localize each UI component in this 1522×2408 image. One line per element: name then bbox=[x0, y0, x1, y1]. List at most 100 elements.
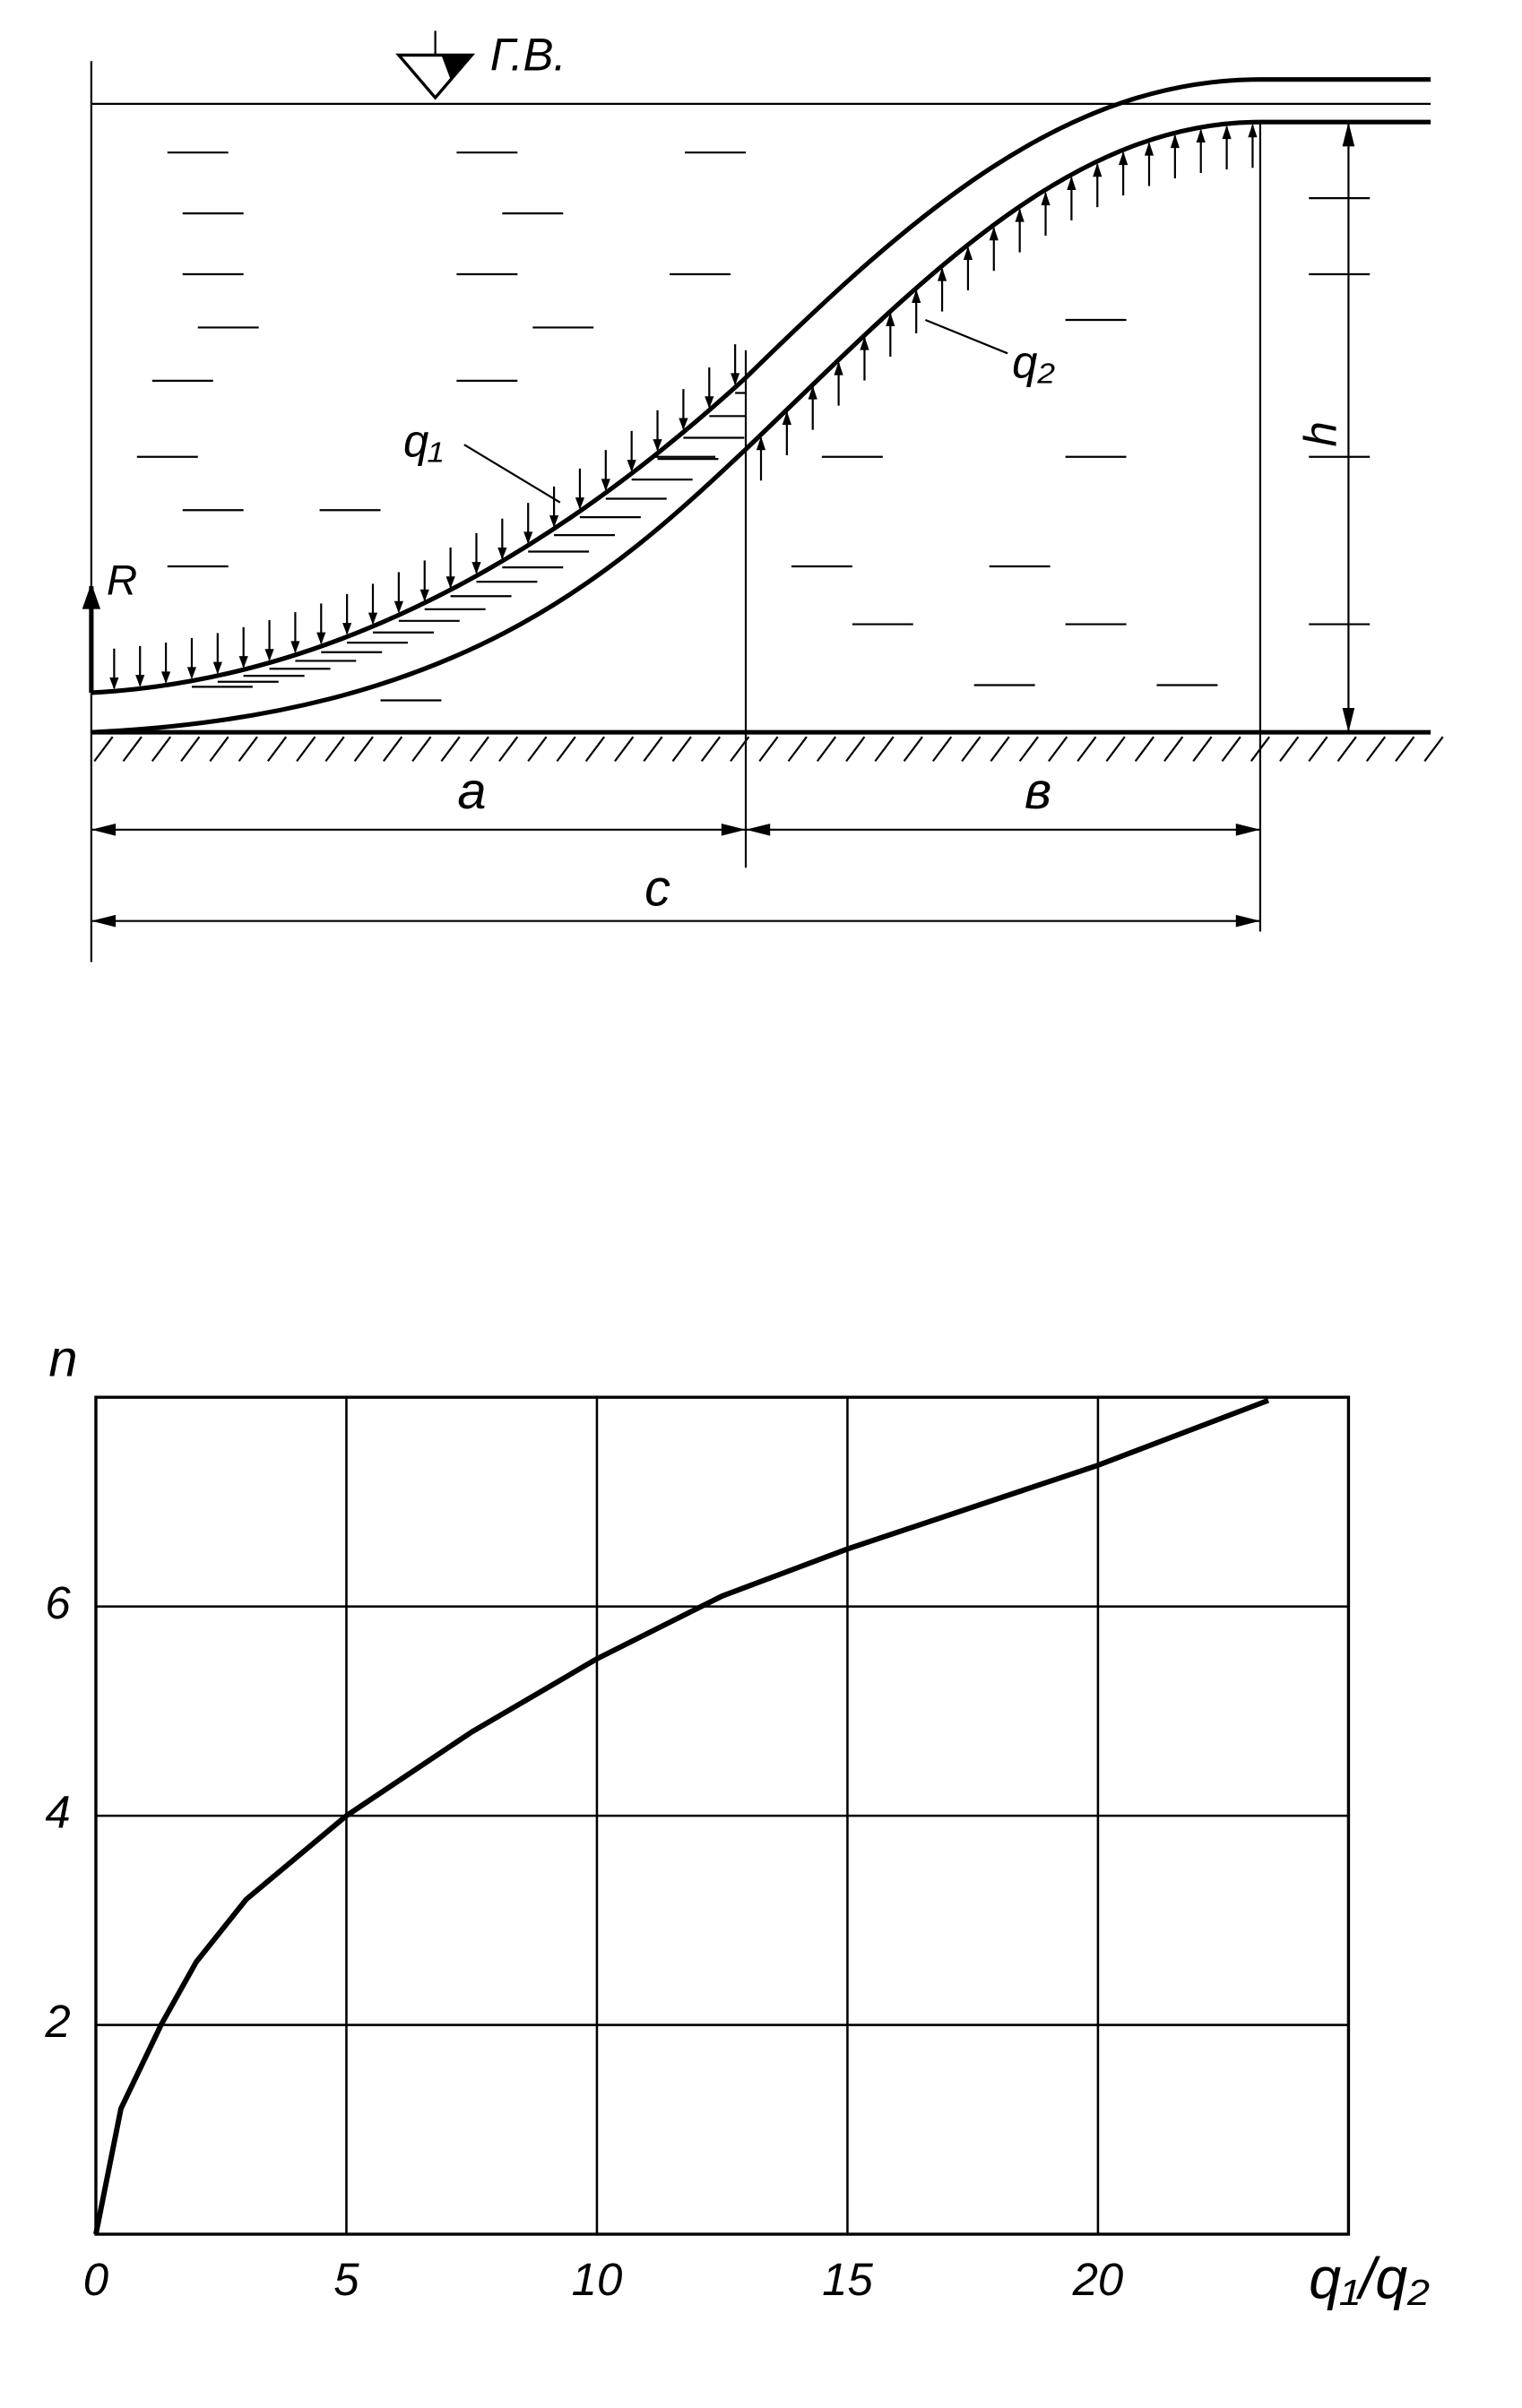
diagram: Г.В. R h a в c q₁ q₂ bbox=[82, 29, 1444, 962]
arrow-head bbox=[756, 436, 766, 451]
ground-hatch bbox=[1336, 736, 1357, 763]
y-tick-label: 6 bbox=[45, 1577, 71, 1628]
ground-hatch bbox=[440, 736, 461, 763]
ground-hatch bbox=[209, 736, 229, 763]
ground-hatch bbox=[266, 736, 288, 763]
arrow-head bbox=[471, 562, 481, 574]
y-tick-label: 2 bbox=[44, 1996, 70, 2047]
ground-hatch bbox=[1105, 736, 1126, 763]
ground-hatch bbox=[383, 736, 403, 763]
arrow-head bbox=[1222, 125, 1232, 140]
arrow-head bbox=[109, 677, 119, 690]
arrow-head bbox=[1235, 914, 1260, 928]
arrow-head bbox=[1196, 128, 1206, 143]
arrow-head bbox=[627, 460, 636, 472]
height-label: h bbox=[1295, 421, 1346, 446]
arrow-head bbox=[186, 667, 197, 679]
x-tick-label: 15 bbox=[822, 2254, 873, 2305]
dim-c-label: c bbox=[644, 860, 670, 918]
water-symbol-fill bbox=[441, 55, 472, 80]
arrow-head bbox=[523, 531, 533, 544]
ground-hatch bbox=[1077, 736, 1097, 763]
arrow-head bbox=[601, 479, 610, 491]
arrow-head bbox=[316, 632, 326, 645]
ground-hatch bbox=[1221, 736, 1241, 763]
ground-hatch bbox=[990, 736, 1010, 763]
arrow-head bbox=[1067, 176, 1077, 190]
arrow-head bbox=[834, 361, 843, 375]
ground-hatch bbox=[238, 736, 258, 763]
arrow-head bbox=[746, 824, 771, 836]
ground-hatch bbox=[1192, 736, 1213, 763]
x-axis-label: q₁/q₂ bbox=[1309, 2246, 1430, 2310]
reaction-label: R bbox=[107, 557, 137, 604]
ground-hatch bbox=[671, 736, 692, 763]
arrow-head bbox=[1248, 124, 1258, 138]
ground-hatch bbox=[1163, 736, 1184, 763]
arrow-head bbox=[989, 227, 999, 241]
arrow-head bbox=[264, 649, 274, 661]
arrow-head bbox=[653, 439, 662, 452]
q1-label: q₁ bbox=[403, 416, 443, 467]
dim-a-label: a bbox=[457, 763, 486, 820]
ground-hatch bbox=[353, 736, 374, 763]
ground-hatch bbox=[787, 736, 808, 763]
ground-hatch bbox=[845, 736, 866, 763]
arrow-head bbox=[238, 656, 248, 669]
q2-label: q₂ bbox=[1012, 336, 1055, 387]
ground-hatch bbox=[1250, 736, 1271, 763]
arrow-head bbox=[1235, 824, 1260, 836]
dam-top bbox=[91, 77, 1431, 695]
arrow-head bbox=[1015, 208, 1025, 222]
arrow-head bbox=[860, 336, 869, 350]
ground-hatch bbox=[700, 736, 722, 763]
ground-hatch bbox=[122, 736, 143, 763]
arrow-head bbox=[290, 641, 300, 653]
ground-hatch bbox=[1395, 736, 1415, 763]
ground-hatch bbox=[180, 736, 201, 763]
arrow-head bbox=[91, 914, 117, 928]
arrow-head bbox=[368, 612, 378, 626]
arrow-head bbox=[91, 824, 117, 836]
arrow-head bbox=[445, 576, 455, 589]
ground-hatch bbox=[730, 736, 750, 763]
ground-hatch bbox=[1308, 736, 1328, 763]
arrow-head bbox=[549, 515, 559, 528]
x-tick-label: 20 bbox=[1072, 2254, 1124, 2305]
arrow-head bbox=[808, 385, 817, 400]
ground-hatch bbox=[961, 736, 982, 763]
arrow-head bbox=[1041, 191, 1051, 206]
ground-hatch bbox=[1423, 736, 1444, 763]
arrow-head bbox=[342, 623, 352, 635]
arrow-head bbox=[160, 671, 171, 684]
arrow-head bbox=[419, 589, 429, 602]
ground-hatch bbox=[903, 736, 923, 763]
arrow-head bbox=[1119, 151, 1129, 166]
arrow-head bbox=[886, 312, 895, 327]
arrow-head bbox=[963, 246, 973, 260]
ground-hatch bbox=[469, 736, 489, 763]
arrow-head bbox=[393, 600, 403, 614]
ground-hatch bbox=[527, 736, 548, 763]
arrow-head bbox=[82, 583, 101, 609]
arrow-head bbox=[1144, 142, 1154, 156]
arrow-head bbox=[575, 497, 585, 510]
ground-hatch bbox=[1279, 736, 1300, 763]
ground-hatch bbox=[1365, 736, 1387, 763]
x-tick-label: 0 bbox=[83, 2254, 108, 2305]
ground-hatch bbox=[643, 736, 663, 763]
arrow-head bbox=[937, 267, 947, 281]
ground-hatch bbox=[758, 736, 779, 763]
ground-hatch bbox=[1134, 736, 1154, 763]
y-axis-label: n bbox=[48, 1330, 77, 1387]
ground-hatch bbox=[1048, 736, 1068, 763]
arrow-head bbox=[1093, 162, 1103, 177]
y-tick-label: 4 bbox=[45, 1787, 70, 1838]
ground-hatch bbox=[324, 736, 345, 763]
data-line bbox=[93, 1397, 1270, 2235]
ground-hatch bbox=[411, 736, 432, 763]
ground-hatch bbox=[931, 736, 953, 763]
ground-hatch bbox=[498, 736, 519, 763]
arrow-head bbox=[1342, 122, 1355, 147]
leader bbox=[463, 444, 561, 504]
